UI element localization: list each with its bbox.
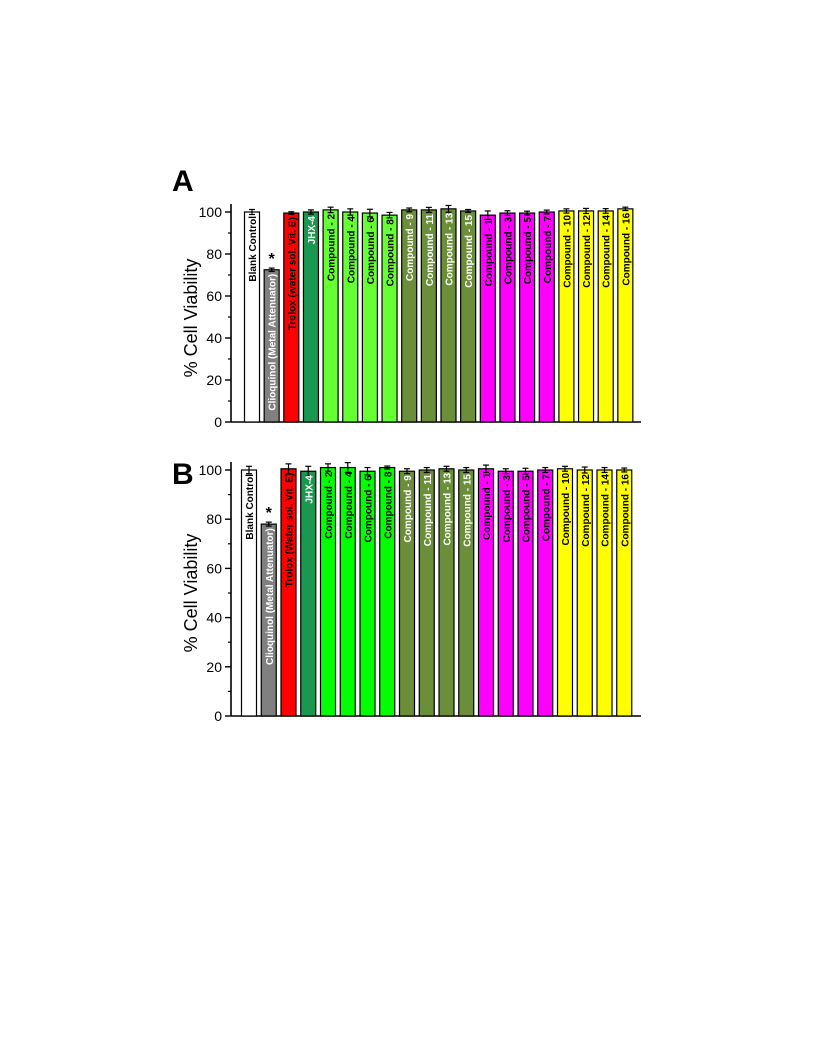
category-label: Compound - 12 [582,215,593,288]
plot-area: 0 20 40 60 80 100 Blank Control * Clioquinol (Me… [199,204,641,430]
category-label: Compound - 14 [602,215,613,288]
significance-marker: * [266,505,273,522]
category-label: Compound - 16 [621,212,632,285]
panel-label: B [172,458,194,491]
y-tick-label: 80 [206,511,222,527]
category-label: Compound - 14 [601,474,612,547]
category-label: Compound - 7 [543,216,554,284]
category-label: Compound - 5 [522,475,533,543]
category-label: JHX-4 [304,475,315,504]
category-label: Compound - 12 [581,474,592,547]
category-label: Compound - 11 [425,213,436,286]
y-tick-label: 100 [199,204,223,220]
y-tick-label: 20 [206,659,222,675]
category-label: Compound - 7 [541,474,552,542]
category-label: Compound - 10 [561,472,572,545]
category-label: Compound - 9 [405,213,416,281]
y-tick-label: 100 [199,462,223,478]
category-label: Compound - 5 [523,217,534,285]
y-tick-label: 80 [206,246,222,262]
category-label: Blank Control [248,216,259,282]
category-label: Trolox (water sol. Vit. E) [287,217,298,330]
y-tick-label: 40 [206,330,222,346]
category-label: Compound - 4 [346,216,357,284]
panel-b: B % Cell Viability 0 20 40 60 80 100 Blank Con… [172,458,641,724]
category-label: Compound - 3 [503,217,514,285]
category-label: Compound - 1 [484,219,495,287]
category-label: JHX-4 [307,216,318,245]
plot-area: 0 20 40 60 80 100 Blank Control * Clioquinol (Me… [199,462,641,724]
category-label: Compound - 8 [386,219,397,287]
panel-label: A [172,165,194,198]
y-tick-label: 60 [206,288,222,304]
bar [300,470,317,717]
y-axis-label: % Cell Viability [181,259,201,378]
category-label: Clioquinol (Metal Attenuator) [268,274,279,411]
y-tick-label: 0 [214,414,222,430]
category-label: Compound - 1 [482,472,493,540]
category-label: Trolox (Water sol. Vit. E) [285,473,296,587]
category-label: Compound - 6 [364,475,375,543]
y-tick-label: 20 [206,372,222,388]
y-tick-label: 0 [214,708,222,724]
category-label: Compound - 2 [327,213,338,281]
y-tick-label: 60 [206,560,222,576]
category-label: Compound - 13 [443,472,454,545]
category-label: Compound - 8 [383,471,394,539]
y-tick-label: 40 [206,610,222,626]
category-label: Compound - 4 [344,471,355,539]
category-label: Compound - 10 [562,215,573,288]
category-label: Compound - 13 [445,212,456,285]
panel-a: A % Cell Viability 0 20 40 60 80 100 Blank Con… [172,165,641,430]
significance-marker: * [269,251,276,268]
category-label: Compound - 15 [462,474,473,547]
category-label: Blank Control [245,474,256,540]
category-label: Compound - 2 [324,471,335,539]
category-label: Clioquinol (Metal Attenuator) [265,528,276,665]
category-label: Compound - 9 [403,475,414,543]
category-label: Compound - 3 [502,475,513,543]
category-label: Compound - 6 [366,217,377,285]
y-axis-label: % Cell Viability [181,534,201,653]
category-label: Compound - 15 [464,215,475,288]
category-label: Compound - 16 [620,474,631,547]
category-label: Compound - 11 [423,474,434,547]
